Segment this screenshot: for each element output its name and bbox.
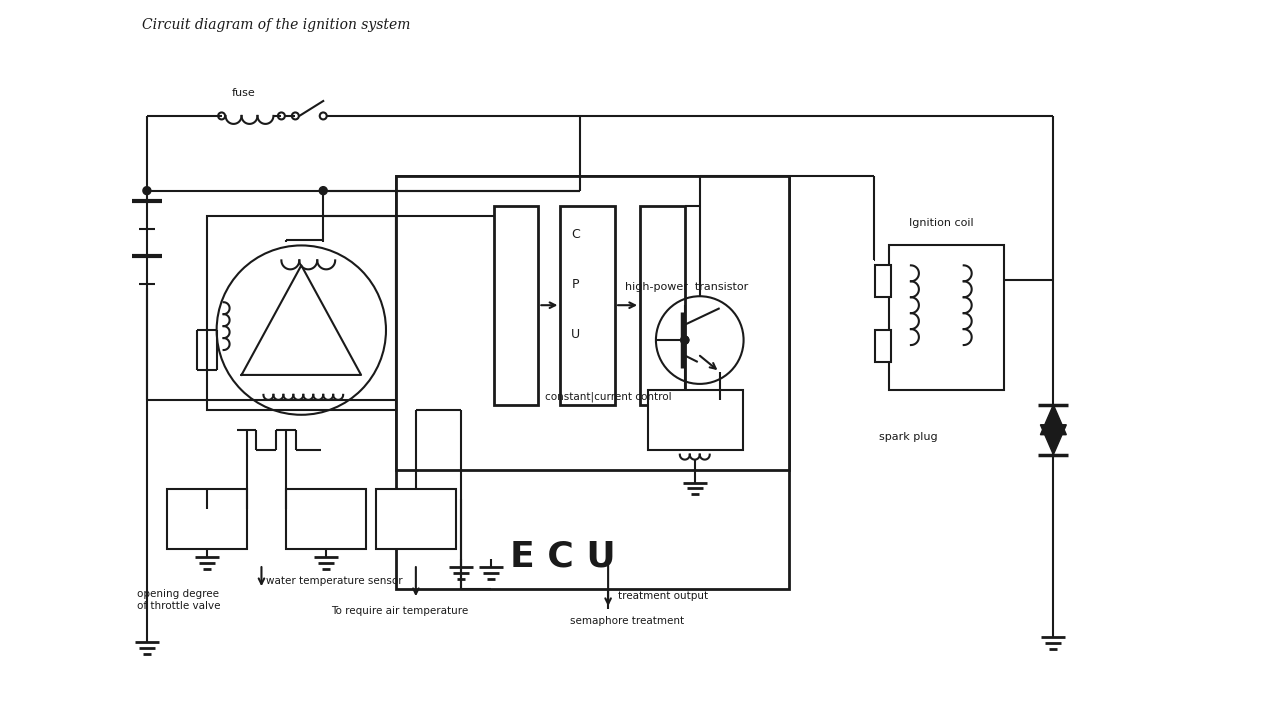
Text: treatment output: treatment output <box>619 591 708 601</box>
Bar <box>875 265 891 297</box>
Polygon shape <box>1040 405 1067 435</box>
Circle shape <box>143 187 151 194</box>
Text: E C U: E C U <box>510 539 616 573</box>
Text: U: U <box>572 328 580 341</box>
Text: semaphore treatment: semaphore treatment <box>570 616 685 626</box>
Circle shape <box>320 187 327 194</box>
Text: P: P <box>572 278 579 291</box>
Bar <box>376 490 456 549</box>
Text: water temperature sensor: water temperature sensor <box>266 576 404 586</box>
Bar <box>875 330 891 362</box>
Bar <box>167 490 247 549</box>
Bar <box>206 215 396 410</box>
Bar <box>396 176 789 589</box>
Circle shape <box>681 336 689 344</box>
Text: Circuit diagram of the ignition system: Circuit diagram of the ignition system <box>141 19 410 32</box>
Text: C: C <box>572 229 580 242</box>
Bar <box>648 390 742 450</box>
Text: constant|current control: constant|current control <box>545 392 672 403</box>
Polygon shape <box>1040 425 1067 455</box>
Bar <box>560 206 615 405</box>
Bar <box>889 245 1003 390</box>
Text: opening degree
of throttle valve: opening degree of throttle valve <box>137 589 220 611</box>
Bar <box>396 176 789 470</box>
Bar <box>494 206 538 405</box>
Bar <box>640 206 685 405</box>
Text: spark plug: spark plug <box>880 432 938 442</box>
Bar <box>286 490 367 549</box>
Circle shape <box>681 336 689 344</box>
Text: fuse: fuse <box>232 88 256 98</box>
Text: To require air temperature: To require air temperature <box>331 606 468 616</box>
Text: high-power  transistor: high-power transistor <box>625 282 749 292</box>
Text: Ignition coil: Ignition coil <box>909 217 974 227</box>
